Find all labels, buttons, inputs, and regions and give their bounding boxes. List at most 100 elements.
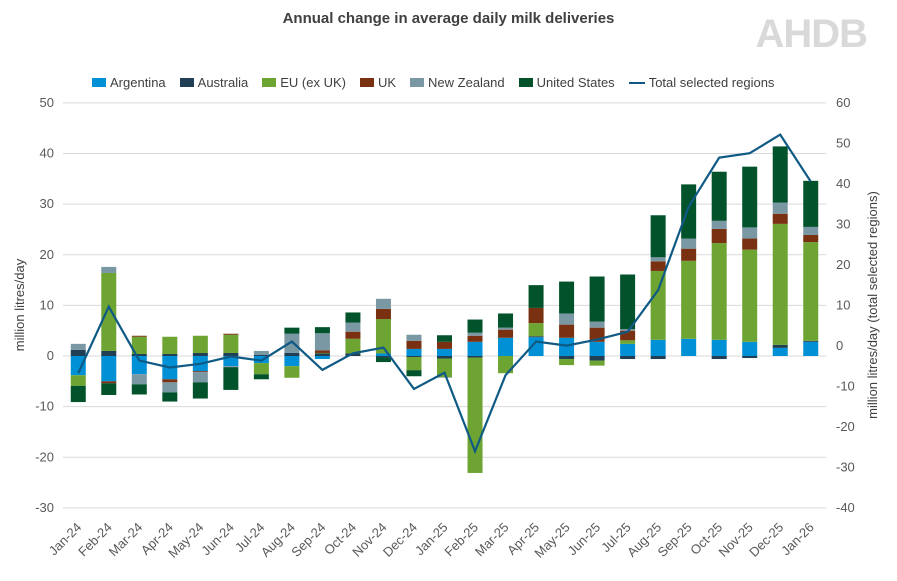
bar-united-states [742,166,758,228]
bar-eu-ex-uk- [772,223,788,345]
bar-australia [284,352,300,356]
legend-swatch [262,78,277,87]
bar-eu-ex-uk- [253,363,269,375]
legend-swatch [410,78,425,87]
bar-new-zealand [253,350,269,355]
bar-united-states [681,184,697,239]
y-tick-label: 40 [40,146,54,161]
bar-new-zealand [345,322,361,332]
bar-new-zealand [772,202,788,214]
legend-item: Argentina [92,75,166,90]
bar-united-states [253,374,269,380]
bar-united-states [437,335,452,342]
x-tick-label: Mar-25 [472,520,512,560]
bar-united-states [467,319,483,333]
bar-eu-ex-uk- [375,319,391,354]
legend: Argentina Australia EU (ex UK) UK New Zealan… [92,75,774,90]
bar-australia [314,353,330,356]
bar-new-zealand [620,329,636,331]
bar-united-states [620,274,636,330]
bar-new-zealand [711,220,727,229]
bar-united-states [650,215,666,258]
bar-new-zealand [101,266,117,273]
legend-item: EU (ex UK) [262,75,346,90]
bar-eu-ex-uk- [742,249,758,342]
y-axis-label: million litres/day [12,258,27,351]
bar-uk [650,261,666,271]
bar-new-zealand [375,298,391,309]
chart-title: Annual change in average daily milk deli… [282,10,615,27]
bar-eu-ex-uk- [528,323,544,337]
legend-item: Australia [179,75,249,90]
bar-argentina [803,341,819,356]
bar-australia [345,353,361,356]
bar-uk [162,379,178,383]
bar-new-zealand [498,327,514,330]
bar-australia [711,356,727,360]
y2-tick-label: 50 [836,136,850,151]
y2-tick-label: 40 [836,176,850,191]
bar-uk [559,324,575,338]
y-tick-label: 0 [47,348,54,363]
bar-new-zealand [650,257,666,262]
legend-item: UK [359,75,396,90]
bar-new-zealand [589,321,605,328]
bar-united-states [162,392,178,402]
bar-united-states [528,285,544,308]
bar-united-states [192,382,208,399]
bar-eu-ex-uk- [131,336,147,354]
bar-new-zealand [284,333,300,353]
bar-australia [162,353,178,356]
bar-united-states [589,276,605,322]
legend-label: Total selected regions [648,75,775,90]
bar-uk [223,333,239,335]
bar-united-states [101,383,117,395]
x-tick-label: Dec-25 [746,520,786,560]
bar-argentina [589,341,605,356]
bar-australia [589,356,605,361]
bar-united-states [223,367,239,390]
legend-line-swatch [628,81,645,84]
bar-australia [70,349,86,356]
bar-eu-ex-uk- [620,340,636,344]
bar-australia [620,356,636,360]
bar-united-states [406,370,422,377]
bar-eu-ex-uk- [467,357,483,473]
x-tick-label: Jun-25 [565,520,604,559]
legend-swatch [92,78,106,87]
bar-eu-ex-uk- [284,366,300,378]
bar-uk [192,371,208,373]
bar-uk [498,329,514,338]
ahdb-logo: AHDB [755,12,868,56]
bar-eu-ex-uk- [437,358,452,378]
bar-united-states [559,281,575,314]
bar-uk [772,213,788,224]
y2-tick-label: -20 [836,419,855,434]
y2-tick-label: -30 [836,460,855,475]
bar-uk [437,341,452,349]
bar-new-zealand [559,313,575,325]
bar-australia [803,340,819,342]
bar-united-states [345,312,361,323]
total-line [77,133,812,455]
bar-united-states [772,146,788,203]
bar-eu-ex-uk- [70,375,86,386]
bar-argentina [101,356,117,382]
bar-eu-ex-uk- [589,360,605,366]
bar-eu-ex-uk- [192,335,208,353]
bar-new-zealand [742,227,758,239]
bar-uk [681,248,697,261]
y2-tick-label: 30 [836,217,850,232]
bar-eu-ex-uk- [650,270,666,340]
bar-australia [131,353,147,356]
x-tick-label: Jun-24 [198,520,237,559]
bar-argentina [772,347,788,356]
bar-argentina [467,341,483,356]
x-tick-label: Jan-26 [778,520,817,559]
y2-tick-label: 10 [836,298,850,313]
bar-eu-ex-uk- [314,352,330,354]
bar-australia [467,356,483,358]
legend-label: United States [536,75,615,90]
bar-new-zealand [70,343,86,350]
legend-label: Australia [197,75,249,90]
